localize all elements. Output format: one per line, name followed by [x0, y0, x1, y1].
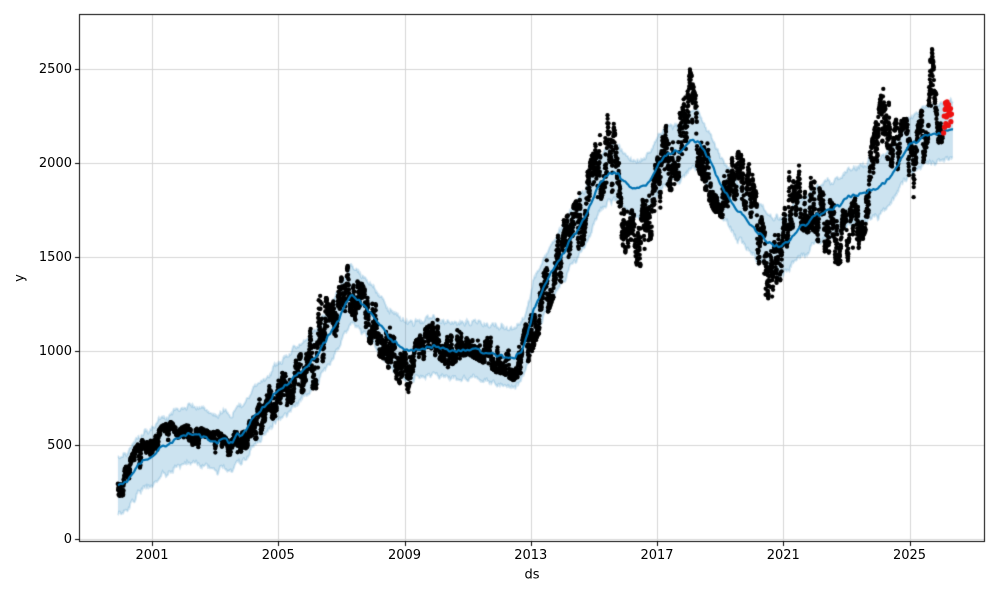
x-tick-label: 2009 [387, 548, 422, 563]
x-tick-label: 2017 [640, 548, 674, 563]
y-tick-label: 2000 [38, 156, 72, 171]
x-tick-label: 2013 [514, 548, 548, 563]
x-tick-label: 2005 [261, 548, 295, 563]
y-tick-label: 1500 [38, 250, 72, 265]
x-tick-label: 2021 [766, 548, 800, 563]
y-tick-label: 1000 [38, 344, 72, 359]
y-tick-label: 2500 [38, 62, 72, 77]
x-tick-label: 2025 [892, 548, 927, 563]
y-axis-title: y [12, 274, 28, 282]
y-tick-label: 0 [63, 532, 72, 547]
x-tick-label: 2001 [135, 548, 169, 563]
y-tick-label: 500 [47, 438, 72, 453]
x-axis-title: ds [524, 567, 540, 583]
